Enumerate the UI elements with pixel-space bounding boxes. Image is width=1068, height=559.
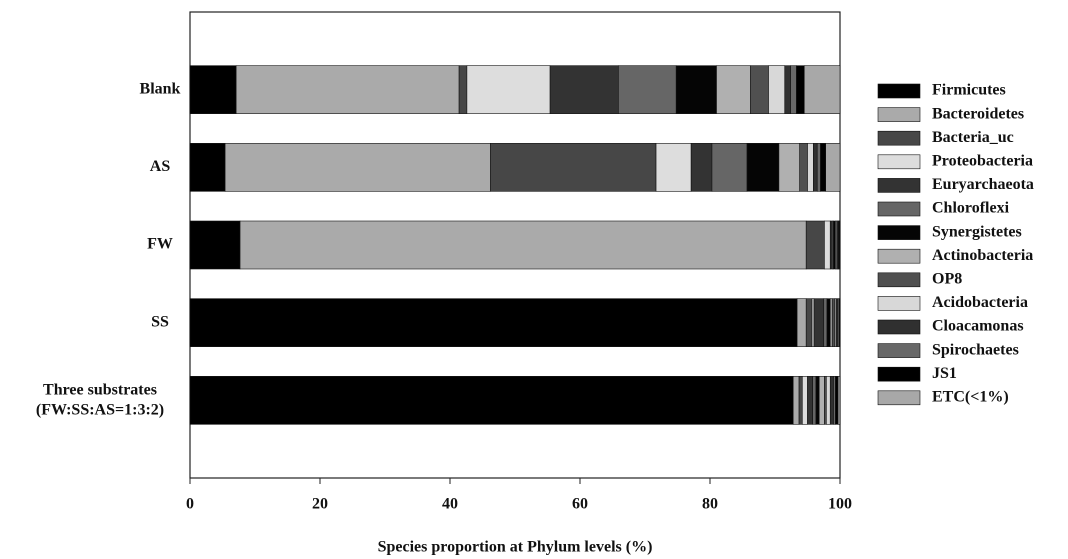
legend-swatch	[877, 107, 921, 122]
x-tick-label: 0	[186, 496, 194, 513]
legend-label: Spirochaetes	[932, 341, 1019, 358]
bar-segment	[778, 143, 801, 192]
legend-label: JS1	[932, 365, 957, 382]
legend-swatch	[877, 154, 921, 170]
bar-segment	[818, 376, 825, 425]
legend-label: Firmicutes	[932, 82, 1006, 99]
bar-segment	[489, 143, 657, 192]
bar-segment	[768, 65, 786, 114]
bar-segment	[815, 376, 820, 425]
bar-segment	[466, 65, 551, 114]
legend-swatch	[877, 343, 921, 358]
bar-segment	[805, 298, 813, 347]
legend-swatch	[877, 319, 921, 335]
bar-segment	[458, 65, 468, 114]
bar-segment	[239, 220, 807, 270]
bar-segment	[812, 376, 817, 425]
bar-segment	[549, 65, 619, 114]
legend-label: Actinobacteria	[932, 247, 1033, 264]
bar-segment	[189, 65, 237, 114]
bar-segment	[716, 65, 751, 114]
bar-segment	[826, 298, 831, 347]
legend-label: Acidobacteria	[932, 294, 1028, 311]
legend-swatch	[877, 178, 921, 193]
bar-segment	[824, 220, 831, 270]
bar-segment	[796, 65, 805, 114]
legend-label: Bacteria_uc	[932, 129, 1014, 146]
bar-segment	[784, 65, 791, 114]
legend-swatch	[877, 83, 921, 99]
legend-label: Chloroflexi	[932, 200, 1010, 217]
bar-segment	[189, 143, 226, 192]
bar-segment	[792, 376, 800, 425]
legend-swatch	[877, 248, 921, 264]
bar-segment	[820, 143, 826, 192]
legend-label: Bacteroidetes	[932, 105, 1024, 122]
legend-label: Euryarchaeota	[932, 176, 1034, 193]
bar-segment	[690, 143, 713, 192]
legend-label: Proteobacteria	[932, 152, 1033, 169]
bar-segment	[839, 298, 841, 347]
y-tick-label: AS	[150, 158, 171, 175]
bar-segment	[829, 376, 834, 425]
bar-segment	[825, 143, 841, 192]
bar-segment	[837, 376, 841, 425]
legend-label: Synergistetes	[932, 223, 1022, 240]
bar-segment	[790, 65, 797, 114]
bar-segment	[746, 143, 780, 192]
bar-segment	[823, 298, 828, 347]
x-tick-label: 20	[312, 496, 328, 513]
x-tick-label: 60	[572, 496, 588, 513]
bar-segment	[224, 143, 491, 192]
x-tick-label: 80	[702, 496, 718, 513]
bar-segment	[831, 298, 836, 347]
bar-segment	[835, 376, 839, 425]
legend-label: OP8	[932, 270, 962, 287]
legend-swatch	[877, 366, 921, 382]
x-tick-label: 100	[828, 496, 852, 513]
x-axis-title: Species proportion at Phylum levels (%)	[378, 539, 653, 556]
legend-label: Cloacamonas	[932, 318, 1024, 335]
y-tick-label: FW	[147, 236, 173, 253]
bar-segment	[235, 65, 460, 114]
x-tick-label: 40	[442, 496, 458, 513]
bar-segment	[839, 220, 841, 270]
y-tick-label: Blank	[140, 80, 181, 97]
bar-segment	[796, 298, 807, 347]
bar-segment	[749, 65, 769, 114]
bar-segment	[618, 65, 677, 114]
bar-segment	[813, 298, 825, 347]
bar-segment	[711, 143, 748, 192]
bar-segment	[816, 143, 821, 192]
legend-swatch	[877, 296, 921, 311]
legend-swatch	[877, 390, 921, 406]
bar-segment	[807, 376, 813, 425]
bar-segment	[798, 376, 803, 425]
bar-segment	[189, 376, 794, 425]
legend-swatch	[877, 272, 921, 288]
y-tick-label: SS	[151, 313, 169, 330]
bar-segment	[675, 65, 717, 114]
bar-segment	[799, 143, 808, 192]
bar-segment	[813, 143, 818, 192]
legend-swatch	[877, 201, 921, 217]
bar-segment	[803, 65, 841, 114]
legend-swatch	[877, 130, 921, 146]
bar-segment	[807, 143, 814, 192]
bar-segment	[189, 298, 798, 347]
legend-label: ETC(<1%)	[932, 388, 1009, 405]
bar-segment	[655, 143, 692, 192]
legend-swatch	[877, 225, 921, 240]
y-tick-label: Three substrates (FW:SS:AS=1:3:2)	[36, 381, 164, 418]
bar-segment	[801, 376, 808, 425]
bar-segment	[805, 220, 825, 270]
bar-segment	[826, 376, 831, 425]
bar-segment	[189, 220, 241, 270]
